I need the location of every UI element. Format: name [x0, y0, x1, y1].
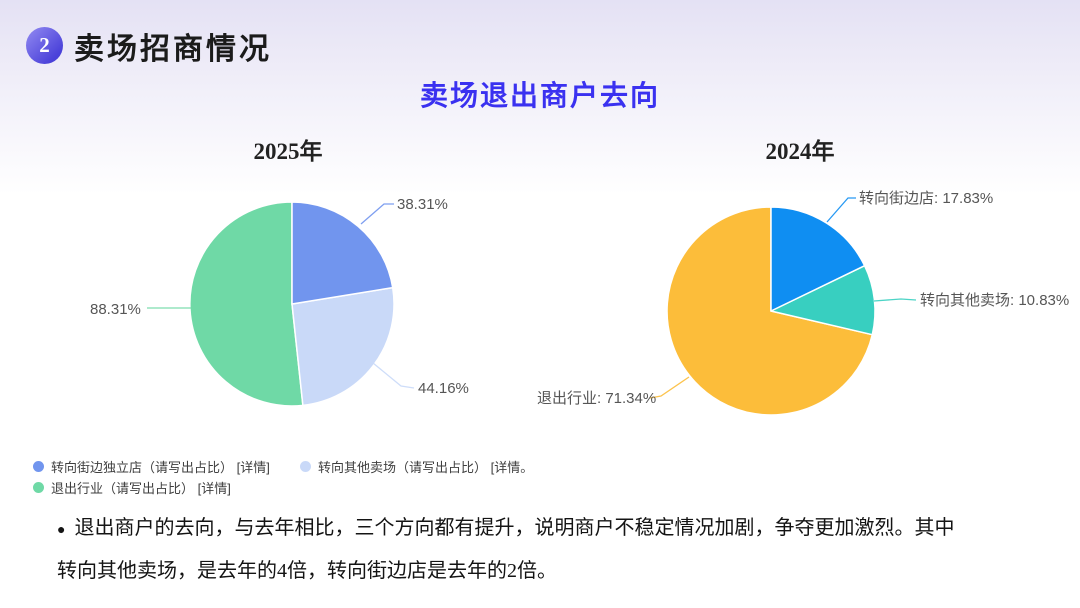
- legend-label: 转向其他卖场（请写出占比） [详情。: [318, 460, 534, 475]
- leader-line: [372, 362, 415, 389]
- bullet-icon: ●: [57, 523, 66, 538]
- legend-item-other-mall[interactable]: 转向其他卖场（请写出占比） [详情。: [300, 457, 533, 476]
- pie-title-2025: 2025年: [253, 139, 323, 164]
- leader-line: [826, 197, 856, 223]
- pie-label-2025-othermall: 44.16%: [418, 380, 469, 397]
- leader-line: [649, 376, 690, 399]
- leader-line: [360, 203, 394, 225]
- pie-label-2024-exit: 退出行业: 71.34%: [537, 390, 657, 407]
- legend-item-exit-industry[interactable]: 退出行业（请写出占比） [详情]: [33, 478, 231, 497]
- legend-label: 转向街边独立店（请写出占比） [详情]: [51, 460, 270, 475]
- pie-label-2024-street: 转向街边店: 17.83%: [859, 190, 994, 207]
- pie-label-2025-street: 38.31%: [397, 196, 448, 213]
- legend-dot-icon: [300, 461, 311, 472]
- analysis-line-2: 转向其他卖场，是去年的4倍，转向街边店是去年的2倍。: [57, 560, 557, 582]
- pie-label-2025-exit: 88.31%: [90, 301, 141, 318]
- section-number: 2: [39, 33, 50, 57]
- pie-slice: [291, 286, 395, 407]
- pie-title-2024: 2024年: [765, 139, 835, 164]
- chart-main-title: 卖场退出商户去向: [419, 81, 660, 112]
- section-title: 卖场招商情况: [74, 33, 272, 66]
- legend-dot-icon: [33, 482, 44, 493]
- pie-slice: [291, 201, 394, 305]
- pie-slice: [770, 264, 876, 336]
- legend-label: 退出行业（请写出占比） [详情]: [51, 481, 231, 496]
- leader-line: [873, 298, 917, 302]
- pie-slice: [770, 206, 866, 312]
- analysis-text: ● 退出商户的去向，与去年相比，三个方向都有提升，说明商户不稳定情况加剧，争夺更加…: [57, 508, 1052, 591]
- pie-label-2024-othermall: 转向其他卖场: 10.83%: [920, 292, 1070, 309]
- analysis-line-1: 退出商户的去向，与去年相比，三个方向都有提升，说明商户不稳定情况加剧，争夺更加激…: [74, 517, 955, 539]
- legend-item-street-store[interactable]: 转向街边独立店（请写出占比） [详情]: [33, 457, 270, 476]
- section-number-badge: 2: [26, 27, 63, 64]
- legend-dot-icon: [33, 461, 44, 472]
- pie-slice: [666, 206, 874, 416]
- pie-slice: [189, 201, 304, 407]
